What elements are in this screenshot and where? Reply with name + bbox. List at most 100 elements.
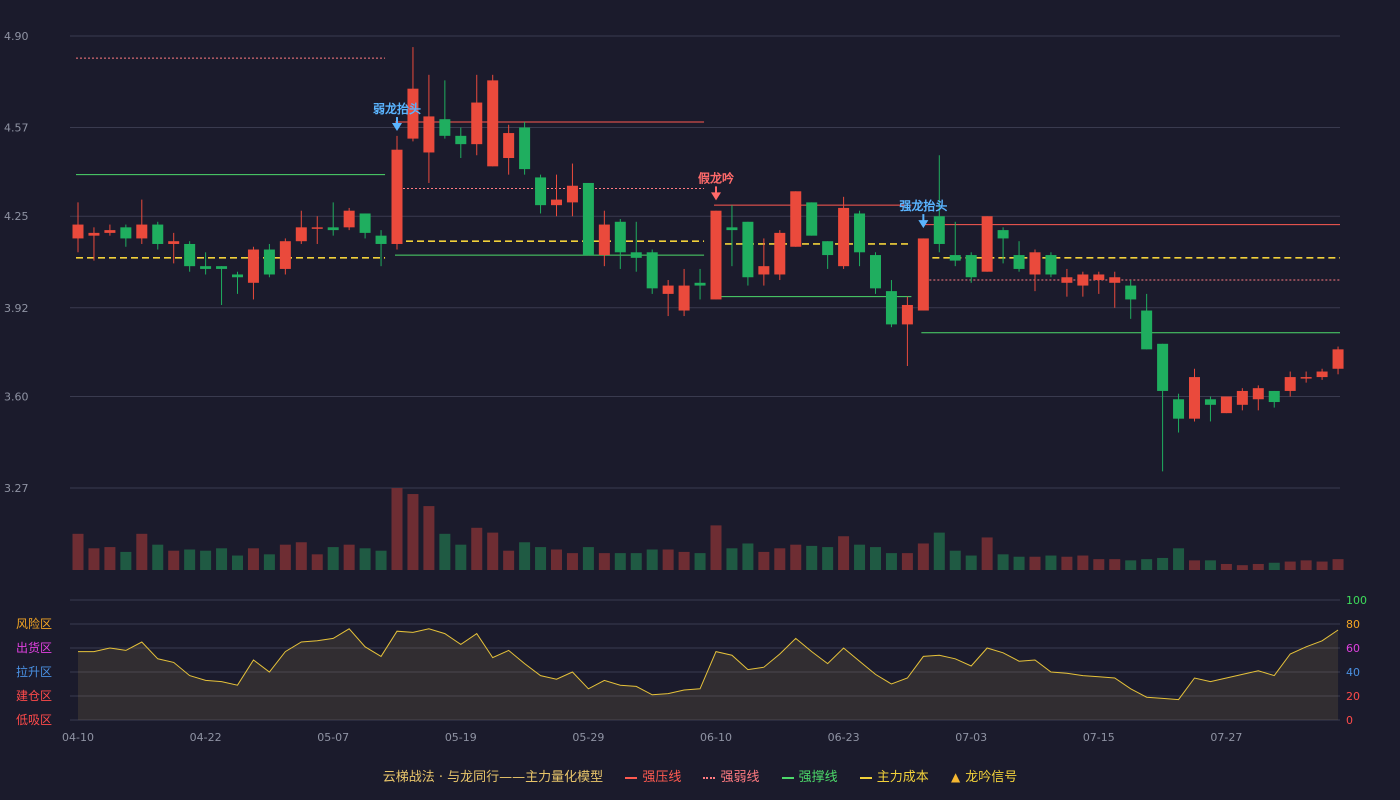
x-tick-label: 05-19	[445, 731, 477, 744]
volume-bar	[981, 537, 993, 570]
volume-bar	[1204, 560, 1216, 570]
volume-bar	[694, 553, 706, 570]
candle-body	[614, 221, 626, 253]
candle-body	[1013, 255, 1025, 269]
volume-bar	[503, 550, 515, 570]
volume-bar	[1077, 555, 1089, 570]
volume-bar	[1189, 560, 1200, 570]
candle-body	[1300, 377, 1312, 379]
candle-body	[710, 210, 722, 300]
candle-body	[965, 255, 977, 278]
volume-bar	[551, 549, 562, 570]
legend-signal[interactable]: ▲ 龙吟信号	[951, 766, 1017, 785]
volume-bar	[1125, 560, 1137, 570]
volume-bar	[1284, 561, 1296, 570]
volume-bar	[566, 553, 578, 570]
candle-body	[343, 210, 355, 228]
volume-bar	[1220, 563, 1232, 570]
candle-body	[439, 119, 451, 136]
x-tick-label: 07-27	[1210, 731, 1242, 744]
candle-body	[1252, 388, 1264, 400]
volume-bar	[582, 547, 594, 570]
oscillator-line	[78, 628, 1339, 701]
volume-bar	[359, 548, 371, 570]
volume-bar	[200, 550, 212, 570]
volume-bar	[104, 547, 116, 570]
price-tick-label: 3.27	[4, 482, 29, 495]
volume-bar	[455, 544, 467, 570]
candle-body	[136, 224, 148, 239]
volume-bar	[678, 551, 690, 570]
legend-strong-support-label: 强撑线	[798, 770, 838, 785]
volume-bar	[822, 547, 834, 570]
volume-bar	[327, 547, 339, 570]
candle-body	[933, 216, 945, 244]
legend-strong-support[interactable]: 强撑线	[781, 766, 838, 785]
volume-bar	[1252, 563, 1264, 570]
candle-body	[455, 135, 467, 145]
candle-body	[104, 230, 116, 233]
candle-body	[1268, 390, 1280, 403]
price-tick-label: 4.57	[4, 122, 29, 135]
candle-body	[551, 199, 562, 206]
candle-body	[247, 249, 259, 283]
volume-bar	[487, 532, 499, 570]
signal-arrow-icon	[918, 220, 929, 229]
x-tick-label: 06-10	[700, 731, 732, 744]
volume-bar	[838, 536, 850, 570]
x-tick-label: 04-22	[190, 731, 222, 744]
legend-main-cost-swatch	[859, 776, 872, 779]
volume-bar	[1157, 557, 1169, 570]
volume-bar	[917, 543, 929, 570]
volume-bar	[1061, 556, 1073, 570]
candle-body	[838, 207, 850, 267]
candle-body	[1189, 377, 1200, 419]
volume-bar	[439, 533, 451, 570]
legend-main-cost[interactable]: 主力成本	[859, 766, 929, 785]
price-tick-label: 3.60	[4, 390, 29, 403]
candle-body	[1204, 399, 1216, 405]
oscillator-tick-label: 100	[1346, 594, 1367, 607]
candle-body	[1141, 310, 1153, 350]
volume-bar	[1013, 556, 1025, 570]
signal-label: 假龙吟	[698, 170, 734, 185]
volume-bar	[790, 544, 802, 570]
candle-body	[646, 252, 658, 289]
volume-bar	[598, 553, 610, 570]
triangle-icon: ▲	[950, 770, 961, 784]
volume-bar	[471, 527, 483, 570]
volume-bar	[279, 544, 291, 570]
volume-bar	[1173, 548, 1185, 570]
candle-body	[168, 241, 180, 244]
volume-bar	[120, 551, 132, 570]
volume-bar	[965, 555, 977, 570]
candle-body	[806, 202, 818, 236]
oscillator-zone-label: 低吸区	[16, 713, 52, 727]
candle-body	[885, 291, 897, 325]
volume-bar	[152, 544, 164, 570]
volume-bar	[1316, 561, 1328, 570]
candle-body	[1316, 371, 1328, 378]
volume-bar	[295, 542, 307, 570]
volume-bar	[774, 548, 786, 570]
volume-bar	[901, 553, 913, 570]
candle-body	[519, 127, 531, 170]
candle-body	[901, 304, 913, 325]
candle-body	[854, 213, 866, 253]
volume-bar	[630, 553, 642, 570]
legend-strong-resistance[interactable]: 强压线	[625, 766, 681, 785]
oscillator-zone-label: 拉升区	[16, 664, 52, 679]
candle-body	[1109, 277, 1121, 283]
price-tick-label: 3.92	[4, 302, 29, 315]
candle-body	[327, 227, 339, 231]
legend-weak-resistance[interactable]: 强弱线	[703, 766, 760, 785]
candle-body	[662, 285, 674, 294]
candle-body	[582, 182, 594, 256]
candle-body	[1284, 377, 1296, 391]
candle-body	[487, 80, 499, 167]
volume-bar	[885, 553, 897, 570]
candle-body	[471, 102, 483, 145]
volume-bar	[933, 532, 945, 570]
volume-bar	[997, 554, 1009, 570]
volume-bar	[263, 554, 275, 570]
